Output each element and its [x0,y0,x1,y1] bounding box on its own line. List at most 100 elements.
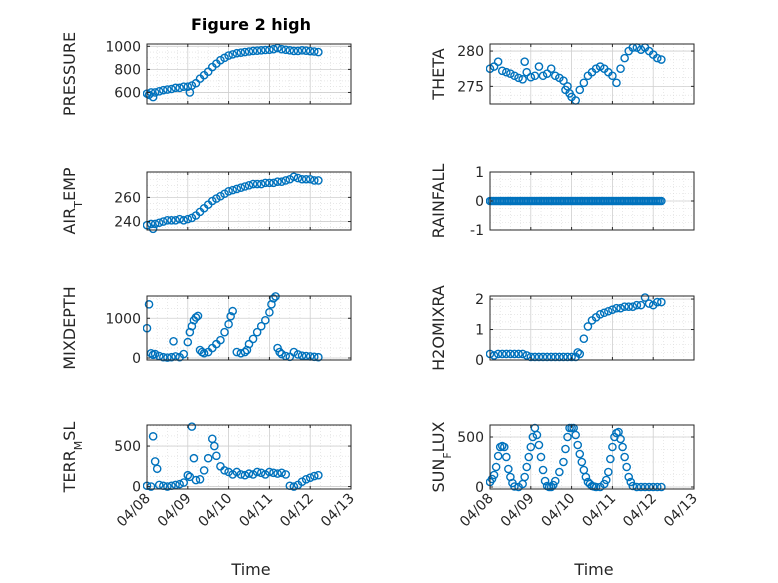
data-point [526,442,536,452]
data-point [159,352,168,362]
data-point [269,178,278,188]
data-point [604,306,613,316]
y-axis-label-rest: LUX [429,421,448,452]
data-point [518,74,527,84]
data-point [261,178,270,188]
data-point [240,47,250,57]
data-point [542,352,552,362]
data-point [657,196,666,206]
data-point [169,337,178,346]
data-point [644,299,654,308]
data-point [195,474,205,484]
data-point [224,51,233,60]
axes-box [146,295,352,361]
axes-box [489,424,695,490]
data-point [657,55,666,64]
data-point [497,66,507,76]
data-point [624,472,634,482]
data-point [277,177,286,186]
data-point [652,53,662,63]
data-point [293,173,303,183]
data-point [628,302,638,311]
data-point [163,85,172,94]
data-point [591,64,601,74]
series-terr_msl [143,422,323,491]
y-tick-label: 1 [475,323,484,339]
data-point [506,69,515,78]
y-tick-label: -1 [470,223,484,239]
data-point [281,470,291,479]
data-point [224,319,233,329]
series-rainfall [486,196,666,206]
data-point [595,62,605,71]
data-point [573,440,583,450]
data-point [248,179,258,189]
data-point [536,452,546,462]
data-point [520,472,529,482]
data-point [493,57,503,66]
data-point [563,432,572,442]
panel-pressure: 600 800 1000 PRESSURE [60,32,352,116]
data-point [530,352,540,362]
y-tick-label: 2 [475,292,484,308]
data-point [252,46,262,55]
data-point [620,53,629,63]
data-point [232,347,242,357]
y-axis-label: MIXDEPTH [60,286,79,369]
y-axis-label: THETA [429,48,448,100]
data-point [510,482,519,491]
data-point [224,187,233,196]
data-point [281,176,291,185]
data-point [534,352,544,362]
data-point [261,315,270,325]
data-point [520,57,529,66]
y-tick-label: 500 [457,430,484,446]
data-point [228,50,237,59]
y-axis-label-main: SUN [429,459,448,493]
data-point [522,351,532,360]
y-tick-label: 260 [114,190,141,206]
data-point [604,467,613,477]
data-point [612,78,621,88]
axes-box [146,171,352,231]
data-point [608,305,617,315]
data-point [514,349,523,359]
data-point [524,452,534,462]
data-point [269,44,278,54]
data-point [608,442,617,452]
figure-title: Figure 2 high [191,15,311,34]
data-point [506,349,515,359]
axes-box [146,43,352,105]
y-tick-label: 1000 [105,39,141,55]
data-point [538,465,548,475]
y-axis-label: PRESSURE [60,32,79,116]
y-tick-label: 0 [475,480,484,496]
data-point [179,216,189,225]
data-point [510,349,519,359]
data-point [179,349,189,359]
data-point [497,349,507,359]
data-point [175,83,184,93]
data-point [620,302,629,311]
data-point [546,352,556,362]
data-point [616,303,625,313]
data-point [636,300,646,310]
data-point [314,47,323,57]
y-tick-label: 1000 [105,311,141,327]
data-point [199,348,209,358]
data-point [191,313,201,322]
data-point [228,306,237,316]
data-point [154,87,164,96]
data-point [305,174,315,184]
data-point [150,219,160,229]
data-point [297,351,307,360]
data-point [534,62,544,71]
data-point [546,482,556,492]
data-point [175,479,184,489]
data-point [301,46,311,55]
data-point [150,88,160,97]
data-point [555,467,564,477]
data-point [657,482,666,492]
data-point [171,216,180,225]
data-point [640,482,650,492]
